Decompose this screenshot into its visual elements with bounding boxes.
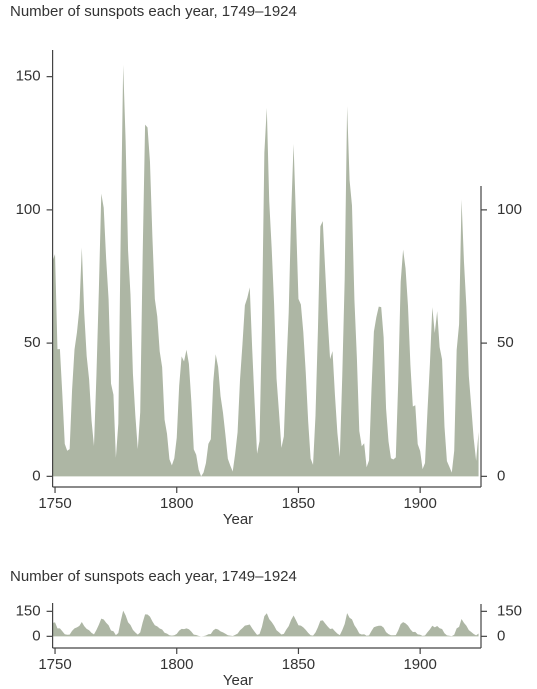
x-tick-label: 1900 [403,656,436,673]
y2-tick-label: 0 [497,627,505,644]
x-tick-label: 1850 [282,656,315,673]
area [52,64,479,477]
x-tick-label: 1850 [282,495,315,512]
x-tick-label: 1750 [38,495,71,512]
y-tick-label: 150 [16,602,41,619]
y-tick-label: 50 [24,334,41,351]
y-tick-label: 0 [32,467,40,484]
x-axis-label: Year [223,511,253,528]
y-tick-label: 100 [16,201,41,218]
chart-title: Number of sunspots each year, 1749–1924 [10,3,297,20]
y2-tick-label: 100 [497,201,522,218]
area [52,610,479,637]
y2-tick-label: 50 [497,334,514,351]
x-tick-label: 1800 [160,656,193,673]
x-tick-label: 1900 [403,495,436,512]
y2-tick-label: 150 [497,602,522,619]
y2-tick-label: 0 [497,467,505,484]
y-tick-label: 150 [16,68,41,85]
x-axis-label: Year [223,672,253,689]
chart-title: Number of sunspots each year, 1749–1924 [10,568,297,585]
x-tick-label: 1800 [160,495,193,512]
y-tick-label: 0 [32,627,40,644]
x-tick-label: 1750 [38,656,71,673]
